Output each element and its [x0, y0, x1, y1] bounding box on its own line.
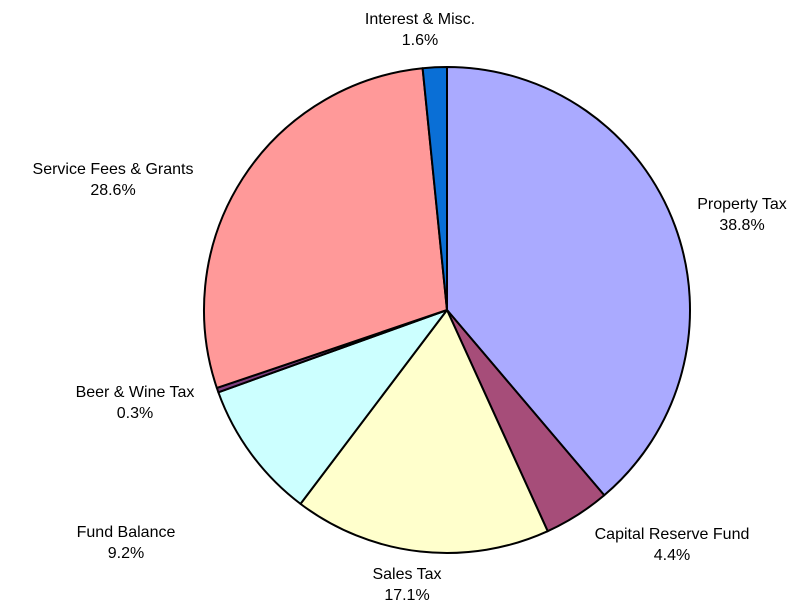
slice-label: Sales Tax [372, 566, 441, 583]
slice-label: Fund Balance [77, 524, 176, 541]
pie-slice [299, 309, 549, 554]
pie-slice [203, 67, 448, 389]
slice-label: Property Tax [697, 196, 787, 213]
slice-value-label: 1.6% [402, 32, 438, 49]
pie-slice [446, 66, 691, 497]
slice-value-label: 9.2% [108, 545, 144, 562]
slice-value-label: 4.4% [654, 547, 690, 564]
slice-value-label: 28.6% [90, 182, 135, 199]
slice-label: Interest & Misc. [365, 11, 475, 28]
slice-label: Service Fees & Grants [33, 161, 194, 178]
pie-slice [217, 309, 448, 505]
slice-label: Beer & Wine Tax [76, 384, 195, 401]
pie-slice [421, 66, 448, 311]
slice-label: Capital Reserve Fund [595, 526, 750, 543]
slice-value-label: 17.1% [384, 587, 429, 604]
slice-value-label: 38.8% [719, 217, 764, 234]
slice-value-label: 0.3% [117, 405, 153, 422]
